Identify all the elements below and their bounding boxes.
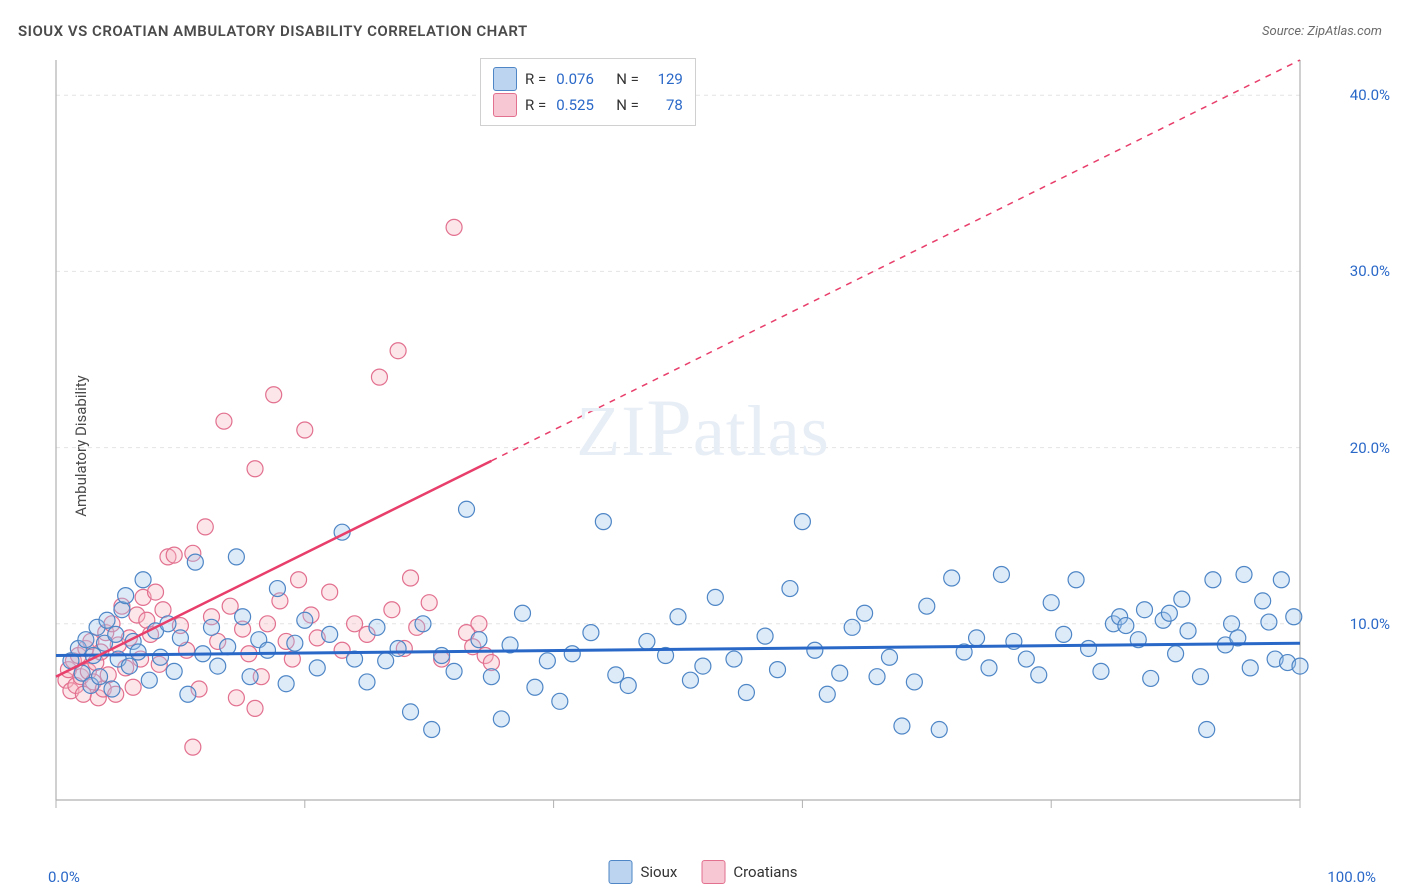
legend-row: R = 0.525 N = 78 [493, 93, 683, 117]
legend-swatch [701, 860, 725, 884]
chart-title: SIOUX VS CROATIAN AMBULATORY DISABILITY … [18, 22, 528, 40]
legend-label: Croatians [733, 863, 797, 881]
scatter-plot [50, 50, 1350, 830]
n-value: 78 [649, 96, 683, 114]
legend-label: Sioux [641, 863, 678, 881]
series-legend: Sioux Croatians [609, 860, 798, 884]
legend-item: Croatians [701, 860, 797, 884]
y-tick-label: 20.0% [1350, 439, 1390, 457]
r-label: R = [525, 96, 546, 114]
y-tick-label: 30.0% [1350, 262, 1390, 280]
x-axis-min-label: 0.0% [48, 868, 80, 886]
legend-swatch [609, 860, 633, 884]
legend-item: Sioux [609, 860, 678, 884]
r-value: 0.525 [556, 96, 602, 114]
n-value: 129 [649, 70, 683, 88]
n-label: N = [616, 96, 639, 114]
x-axis-max-label: 100.0% [1327, 868, 1376, 886]
r-value: 0.076 [556, 70, 602, 88]
y-tick-label: 40.0% [1350, 86, 1390, 104]
legend-swatch [493, 93, 517, 117]
y-tick-label: 10.0% [1350, 615, 1390, 633]
r-label: R = [525, 70, 546, 88]
n-label: N = [616, 70, 639, 88]
legend-swatch [493, 67, 517, 91]
correlation-legend: R = 0.076 N = 129 R = 0.525 N = 78 [480, 58, 696, 126]
source-attribution: Source: ZipAtlas.com [1262, 24, 1382, 39]
legend-row: R = 0.076 N = 129 [493, 67, 683, 91]
